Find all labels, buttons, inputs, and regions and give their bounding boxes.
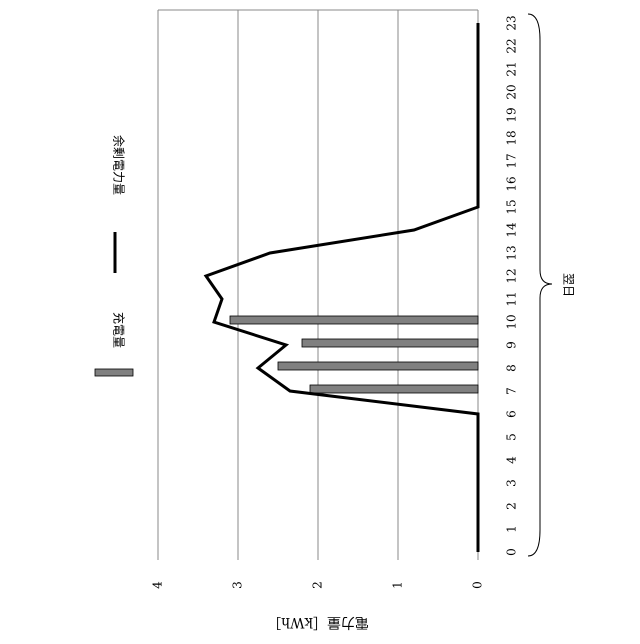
y-tick-label: 3 [231,581,245,589]
x-tick-label: 19 [505,107,519,122]
brace [528,14,552,556]
x-tick-label: 16 [505,176,519,191]
x-tick-label: 1 [505,525,519,533]
x-tick-label: 7 [505,387,519,395]
x-tick-label: 22 [505,38,519,53]
x-tick-label: 11 [505,291,519,306]
x-tick-label: 23 [505,15,519,30]
x-tick-label: 18 [505,130,519,145]
x-tick-label: 2 [505,502,519,510]
x-tick-label: 14 [505,222,519,238]
x-tick-label: 10 [505,314,519,329]
legend-swatch [95,369,133,376]
x-tick-label: 0 [505,548,519,556]
y-tick-label: 2 [311,581,325,589]
bar [302,339,478,347]
legend-label: 充電量 [112,312,127,348]
line [206,23,478,552]
x-tick-label: 6 [505,410,519,418]
legend-label: 余剰電力量 [112,135,127,195]
x-tick-label: 20 [505,84,519,99]
x-tick-label: 9 [505,341,519,349]
x-tick-label: 5 [505,433,519,441]
y-tick-label: 4 [151,581,165,589]
y-tick-label: 1 [391,581,405,589]
x-tick-label: 12 [505,268,519,283]
x-tick-label: 3 [505,479,519,487]
y-axis-label: 電力量［kWh］ [267,614,369,630]
y-tick-label: 0 [471,581,485,589]
bar [310,385,478,393]
x-tick-label: 21 [505,61,519,76]
chart: 翌日 電力量［kWh］ 0123401234567891011121314151… [0,0,640,640]
annotation: 翌日 [562,273,576,297]
x-tick-label: 4 [505,456,519,464]
x-tick-label: 8 [505,364,519,372]
bar [230,316,478,324]
x-tick-label: 13 [505,245,519,260]
x-tick-label: 15 [505,199,519,214]
bar [278,362,478,370]
x-tick-label: 17 [505,153,519,168]
